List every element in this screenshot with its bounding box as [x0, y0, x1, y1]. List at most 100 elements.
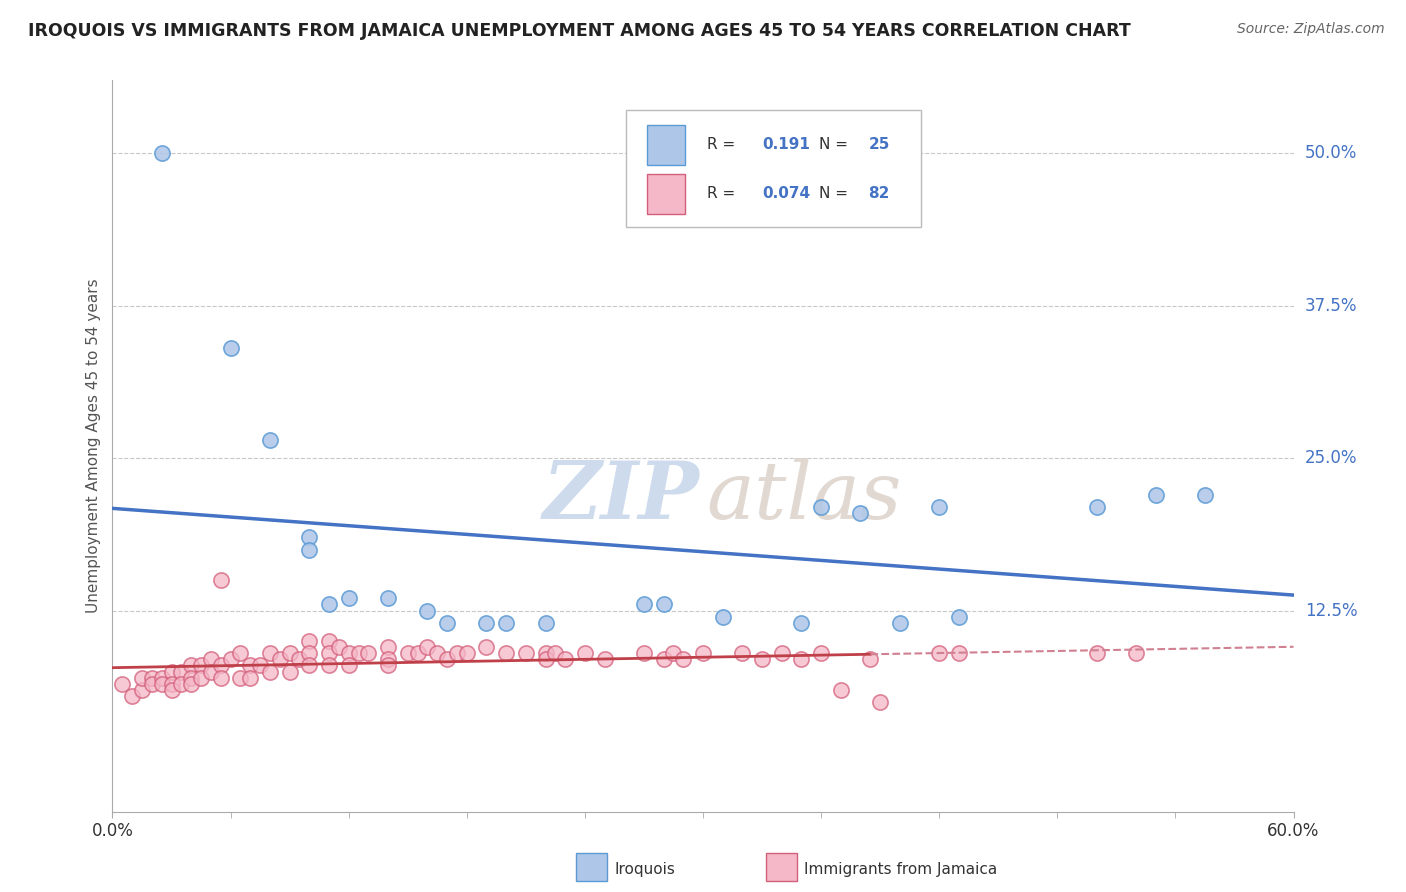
Point: [249, 658, 271, 673]
Point: [170, 665, 193, 679]
Text: ZIP: ZIP: [543, 458, 699, 536]
Point: [259, 646, 281, 660]
Y-axis label: Unemployment Among Ages 45 to 54 years: Unemployment Among Ages 45 to 54 years: [86, 278, 101, 614]
Text: 37.5%: 37.5%: [1305, 297, 1357, 315]
Text: R =: R =: [707, 137, 740, 153]
Point: [948, 609, 970, 624]
Point: [475, 615, 498, 630]
Point: [337, 646, 360, 660]
Point: [141, 671, 163, 685]
Point: [229, 671, 252, 685]
Point: [652, 598, 675, 612]
Text: Immigrants from Jamaica: Immigrants from Jamaica: [804, 863, 997, 877]
Point: [377, 640, 399, 655]
Point: [406, 646, 429, 660]
Point: [790, 615, 813, 630]
Point: [298, 634, 321, 648]
Point: [515, 646, 537, 660]
Point: [298, 658, 321, 673]
Point: [711, 609, 734, 624]
Text: 25.0%: 25.0%: [1305, 450, 1357, 467]
Point: [889, 615, 911, 630]
Point: [672, 652, 695, 666]
Point: [131, 671, 153, 685]
Point: [534, 652, 557, 666]
Point: [849, 506, 872, 520]
Point: [318, 598, 340, 612]
Text: Iroquois: Iroquois: [614, 863, 675, 877]
Point: [180, 676, 202, 690]
Point: [239, 658, 262, 673]
Point: [170, 676, 193, 690]
Point: [692, 646, 714, 660]
Point: [141, 676, 163, 690]
Point: [357, 646, 380, 660]
Point: [544, 646, 567, 660]
Point: [859, 652, 882, 666]
Point: [160, 676, 183, 690]
FancyBboxPatch shape: [626, 110, 921, 227]
Point: [396, 646, 419, 660]
Text: 82: 82: [869, 186, 890, 202]
Point: [869, 695, 891, 709]
Point: [150, 671, 173, 685]
Point: [377, 591, 399, 606]
Text: N =: N =: [818, 137, 852, 153]
Point: [436, 652, 458, 666]
Point: [259, 433, 281, 447]
Point: [111, 676, 134, 690]
Point: [495, 646, 517, 660]
Point: [928, 500, 950, 514]
Point: [554, 652, 576, 666]
Point: [416, 640, 439, 655]
Text: 50.0%: 50.0%: [1305, 145, 1357, 162]
Point: [347, 646, 370, 660]
Point: [751, 652, 773, 666]
Point: [534, 615, 557, 630]
Text: R =: R =: [707, 186, 740, 202]
Text: atlas: atlas: [707, 458, 901, 536]
Point: [298, 542, 321, 557]
Point: [259, 665, 281, 679]
Point: [190, 671, 212, 685]
Point: [337, 658, 360, 673]
Point: [200, 665, 222, 679]
Point: [219, 342, 242, 356]
Point: [731, 646, 754, 660]
Point: [928, 646, 950, 660]
Point: [377, 658, 399, 673]
Point: [1194, 488, 1216, 502]
Point: [200, 652, 222, 666]
Point: [278, 646, 301, 660]
Point: [633, 646, 655, 660]
Point: [131, 682, 153, 697]
Point: [160, 665, 183, 679]
FancyBboxPatch shape: [648, 174, 685, 214]
Point: [121, 689, 143, 703]
Text: 12.5%: 12.5%: [1305, 601, 1357, 620]
Text: N =: N =: [818, 186, 852, 202]
Point: [790, 652, 813, 666]
Point: [278, 665, 301, 679]
Point: [150, 676, 173, 690]
Point: [209, 573, 232, 587]
Point: [534, 646, 557, 660]
Point: [1085, 646, 1108, 660]
Point: [209, 671, 232, 685]
Point: [1144, 488, 1167, 502]
Point: [229, 646, 252, 660]
Point: [318, 646, 340, 660]
Point: [377, 652, 399, 666]
Point: [318, 634, 340, 648]
Point: [770, 646, 793, 660]
Point: [318, 658, 340, 673]
Point: [436, 615, 458, 630]
Point: [288, 652, 311, 666]
Point: [209, 658, 232, 673]
Text: 25: 25: [869, 137, 890, 153]
Point: [426, 646, 449, 660]
Point: [456, 646, 478, 660]
Point: [574, 646, 596, 660]
Text: 0.191: 0.191: [762, 137, 810, 153]
Text: IROQUOIS VS IMMIGRANTS FROM JAMAICA UNEMPLOYMENT AMONG AGES 45 TO 54 YEARS CORRE: IROQUOIS VS IMMIGRANTS FROM JAMAICA UNEM…: [28, 22, 1130, 40]
